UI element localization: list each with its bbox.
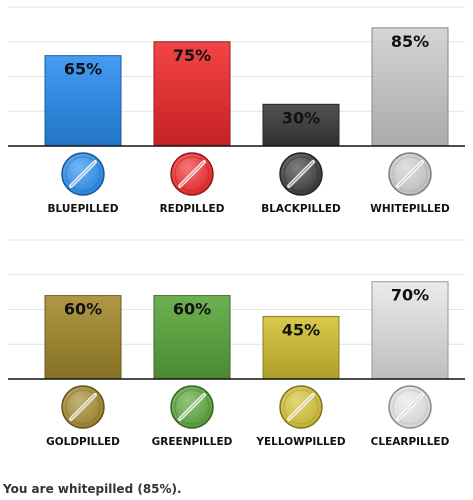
bar-value-label: 70% <box>391 286 429 305</box>
pill-icon <box>388 152 432 196</box>
bar-value-label: 65% <box>64 60 102 79</box>
chart-bottom-svg: 60% GOLDPILLED 60% GREENPILLED 45% YELLOWPILL… <box>8 239 465 448</box>
chart-bottom: 60% GOLDPILLED 60% GREENPILLED 45% YELLOWPILL… <box>0 232 473 464</box>
pill-icon <box>388 385 432 429</box>
category-label: CLEARPILLED <box>371 436 450 448</box>
bar-clearpilled <box>371 281 449 380</box>
bar-value-label: 45% <box>282 320 320 339</box>
pill-icon <box>170 385 214 429</box>
category-label: BLACKPILLED <box>261 203 341 215</box>
result-text: You are whitepilled (85%). <box>3 482 182 496</box>
category-label: GREENPILLED <box>152 436 233 448</box>
bar-value-label: 60% <box>64 300 102 319</box>
pill-icon <box>170 152 214 196</box>
pill-icon <box>61 385 105 429</box>
bar-goldpilled <box>44 295 122 380</box>
bar-whitepilled <box>371 27 449 147</box>
bar-greenpilled <box>153 295 231 380</box>
category-label: REDPILLED <box>160 203 225 215</box>
bar-yellowpilled <box>262 315 340 380</box>
bar-blackpilled <box>262 103 340 147</box>
pill-icon <box>279 152 323 196</box>
bar-value-label: 30% <box>282 108 320 127</box>
chart-top: 65% BLUEPILLED 75% REDPILLED 30% BLACKPILLED 8… <box>0 0 473 232</box>
bar-bluepilled <box>44 55 122 147</box>
chart-top-svg: 65% BLUEPILLED 75% REDPILLED 30% BLACKPILLED 8… <box>8 6 465 215</box>
bar-value-label: 60% <box>173 300 211 319</box>
category-label: GOLDPILLED <box>46 436 120 448</box>
category-label: BLUEPILLED <box>48 203 119 215</box>
bar-value-label: 75% <box>173 46 211 65</box>
bar-redpilled <box>153 41 231 147</box>
category-label: WHITEPILLED <box>370 203 450 215</box>
category-label: YELLOWPILLED <box>255 436 345 448</box>
pill-icon <box>61 152 105 196</box>
bar-value-label: 85% <box>391 32 429 51</box>
pill-icon <box>279 385 323 429</box>
